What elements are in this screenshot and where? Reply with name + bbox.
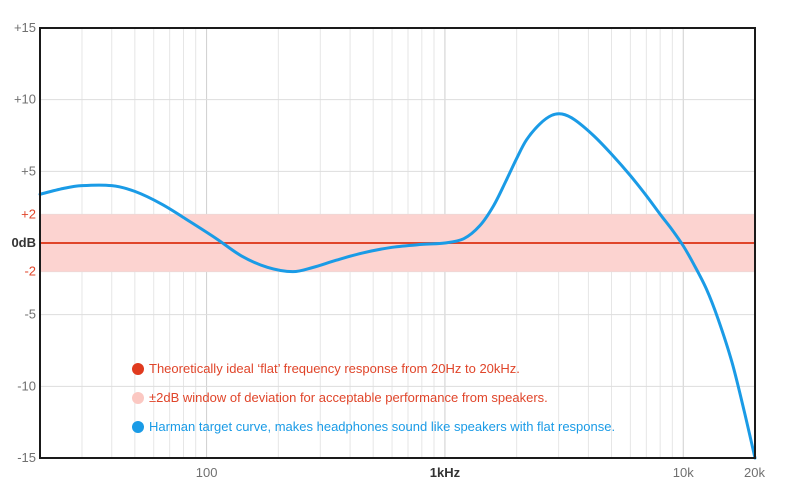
- y-tick-label: -2: [24, 264, 36, 279]
- legend-label-deviation-window: ±2dB window of deviation for acceptable …: [149, 390, 548, 405]
- y-tick-label: 0dB: [11, 235, 36, 250]
- y-tick-label: -15: [17, 450, 36, 465]
- plot-frame: [39, 27, 756, 459]
- harman-target-curve: [38, 112, 757, 460]
- legend-item-deviation-window: ±2dB window of deviation for acceptable …: [132, 390, 548, 405]
- legend: Theoretically ideal ‘flat’ frequency res…: [132, 361, 615, 434]
- y-tick-label: +2: [21, 206, 36, 221]
- legend-label-flat-response: Theoretically ideal ‘flat’ frequency res…: [149, 361, 520, 376]
- y-tick-label: +15: [14, 20, 36, 35]
- legend-item-flat-response: Theoretically ideal ‘flat’ frequency res…: [132, 361, 520, 376]
- legend-dot-pink: [132, 392, 144, 404]
- y-tick-label: +5: [21, 163, 36, 178]
- y-tick-label: -10: [17, 378, 36, 393]
- legend-label-harman-curve: Harman target curve, makes headphones so…: [149, 419, 615, 434]
- legend-item-harman-curve: Harman target curve, makes headphones so…: [132, 419, 615, 434]
- x-tick-label: 100: [196, 465, 218, 480]
- x-tick-label: 10k: [673, 465, 694, 480]
- x-axis-tick-labels: 100 1kHz 10k 20k: [196, 465, 766, 480]
- y-tick-label: -5: [24, 307, 36, 322]
- y-tick-label: +10: [14, 92, 36, 107]
- x-tick-label: 20k: [744, 465, 765, 480]
- y-axis-tick-labels: +15 +10 +5 +2 0dB -2 -5 -10 -15: [11, 20, 36, 465]
- x-tick-label: 1kHz: [430, 465, 461, 480]
- legend-dot-blue: [132, 421, 144, 433]
- legend-dot-red: [132, 363, 144, 375]
